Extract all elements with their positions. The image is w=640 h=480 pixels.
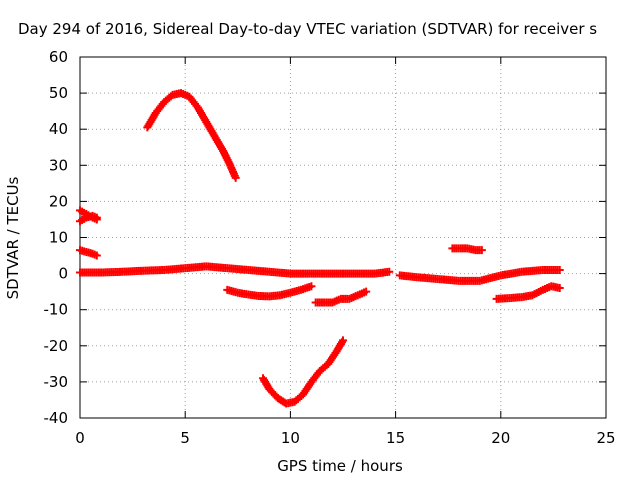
tick-labels: 0 5 10 15 20 25 -40 -30 -20 -10 0 10 20 30 40 50 60 — [44, 48, 616, 447]
y-tick-label: 40 — [49, 120, 68, 138]
data-point — [555, 284, 564, 293]
y-tick-label: 50 — [49, 84, 68, 102]
series-early-6-tecu-segment — [76, 246, 101, 260]
data-point — [92, 213, 101, 222]
data-point — [555, 265, 564, 274]
data-markers — [153, 99, 167, 116]
x-tick-label: 15 — [386, 429, 405, 447]
y-tick-label: 0 — [58, 265, 68, 283]
y-tick-label: 30 — [49, 156, 68, 174]
data-markers — [84, 248, 95, 258]
y-tick-label: 60 — [49, 48, 68, 66]
data-marks — [76, 89, 564, 408]
data-markers — [84, 212, 95, 222]
x-tick-label: 20 — [491, 429, 510, 447]
data-markers — [498, 268, 524, 280]
data-markers — [313, 298, 326, 307]
series-near-zero-track — [76, 262, 394, 278]
x-axis-label: GPS time / hours — [277, 457, 403, 475]
data-markers — [211, 134, 227, 154]
data-markers — [170, 89, 183, 99]
data-markers — [78, 246, 89, 256]
y-tick-label: -20 — [44, 337, 69, 355]
series-high-arc — [143, 89, 240, 182]
series-7-tecu-segment — [448, 244, 486, 255]
data-markers — [322, 298, 335, 307]
data-markers — [549, 282, 562, 292]
data-markers — [325, 349, 340, 367]
data-markers — [300, 379, 315, 397]
data-markers — [186, 94, 201, 110]
data-markers — [330, 295, 343, 306]
data-markers — [317, 361, 331, 374]
data-point — [92, 251, 101, 260]
data-point — [231, 173, 240, 182]
data-markers — [339, 294, 352, 303]
data-markers — [333, 338, 346, 354]
data-markers — [355, 288, 369, 299]
x-tick-label: 25 — [596, 429, 615, 447]
data-markers — [450, 244, 461, 253]
data-markers — [194, 105, 210, 125]
grid — [80, 57, 606, 418]
y-tick-label: -30 — [44, 373, 69, 391]
chart-title: Day 294 of 2016, Sidereal Day-to-day VTE… — [18, 20, 597, 38]
series--8-tecu-track — [311, 287, 371, 307]
data-markers — [473, 246, 484, 255]
data-markers — [284, 398, 297, 408]
data-markers — [347, 292, 360, 302]
data-markers — [540, 283, 554, 293]
data-markers — [260, 376, 273, 392]
data-markers — [292, 391, 306, 405]
data-markers — [308, 368, 323, 385]
series-negative-dip-arc — [259, 336, 347, 408]
y-tick-label: -40 — [44, 409, 69, 427]
data-markers — [456, 244, 470, 253]
data-markers — [477, 271, 503, 285]
data-markers — [161, 92, 175, 105]
data-point — [477, 246, 486, 255]
y-tick-label: -10 — [44, 301, 69, 319]
data-markers — [203, 119, 218, 139]
data-markers — [179, 90, 192, 100]
data-markers — [78, 207, 89, 217]
series-late-near-zero-track — [395, 265, 564, 285]
series--6-tecu-track — [492, 282, 564, 303]
data-point — [385, 267, 394, 276]
data-markers — [465, 244, 478, 254]
y-tick-label: 20 — [49, 192, 68, 210]
data-markers — [78, 214, 89, 225]
data-point — [362, 287, 371, 296]
x-tick-label: 0 — [75, 429, 85, 447]
data-point — [339, 336, 347, 345]
x-tick-label: 5 — [180, 429, 190, 447]
y-tick-label: 10 — [49, 229, 68, 247]
data-point — [307, 282, 316, 291]
data-markers — [266, 386, 281, 401]
data-markers — [144, 110, 159, 130]
x-tick-label: 10 — [281, 429, 300, 447]
series-early-lower-segment — [76, 211, 101, 226]
series--5-tecu-track — [223, 282, 316, 301]
y-axis-label: SDTVAR / TECUs — [4, 176, 22, 299]
data-markers — [530, 286, 545, 299]
plot-frame — [79, 56, 607, 419]
